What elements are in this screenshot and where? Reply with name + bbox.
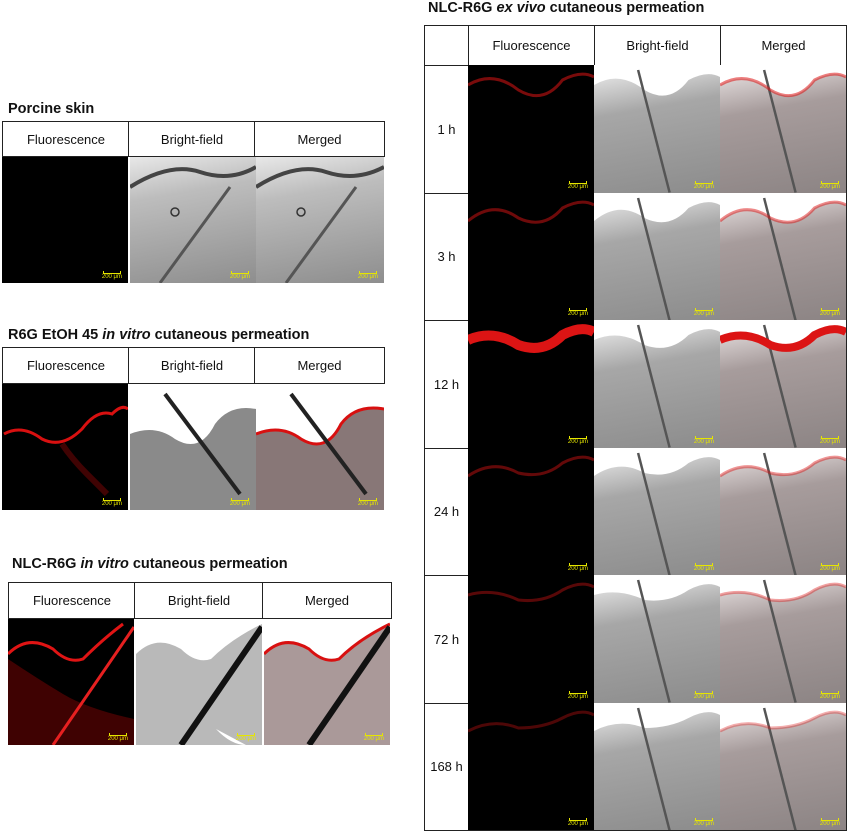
exvivo-merged-image: 200 μm xyxy=(720,575,846,703)
nlc-exvivo-title: NLC-R6G ex vivo cutaneous permeation xyxy=(428,0,704,16)
exvivo-merged-image: 200 μm xyxy=(720,65,846,193)
scale-bar: 200 μm xyxy=(102,498,122,507)
scale-bar: 200 μm xyxy=(820,691,840,700)
exvivo-merged-image: 200 μm xyxy=(720,448,846,576)
exvivo-merged-image: 200 μm xyxy=(720,703,846,831)
r6g-header-fluorescence: Fluorescence xyxy=(2,347,130,384)
exvivo-brightfield-image: 200 μm xyxy=(594,703,720,831)
r6g-brightfield-image: 200 μm xyxy=(130,384,256,510)
scale-bar: 200 μm xyxy=(102,271,122,280)
nlc-invitro-header-fluorescence: Fluorescence xyxy=(8,582,136,619)
r6g-header-brightfield: Bright-field xyxy=(128,347,256,384)
exvivo-fluorescence-image: 200 μm xyxy=(468,193,594,321)
scale-bar: 200 μm xyxy=(108,733,128,742)
r6g-etoh-title: R6G EtOH 45 in vitro cutaneous permeatio… xyxy=(8,327,309,343)
scale-bar: 200 μm xyxy=(694,181,714,190)
exvivo-row-label: 72 h xyxy=(424,575,469,704)
nlc-invitro-header-brightfield: Bright-field xyxy=(134,582,264,619)
nlc-invitro-header-merged: Merged xyxy=(262,582,392,619)
scale-bar: 200 μm xyxy=(694,691,714,700)
exvivo-brightfield-image: 200 μm xyxy=(594,575,720,703)
r6g-merged-image: 200 μm xyxy=(256,384,384,510)
scale-bar: 200 μm xyxy=(358,271,378,280)
porcine-header-brightfield: Bright-field xyxy=(128,121,256,157)
exvivo-row-label: 1 h xyxy=(424,65,469,194)
scale-bar: 200 μm xyxy=(820,563,840,572)
scale-bar: 200 μm xyxy=(568,691,588,700)
exvivo-row-label: 168 h xyxy=(424,703,469,831)
exvivo-brightfield-image: 200 μm xyxy=(594,448,720,576)
exvivo-fluorescence-image: 200 μm xyxy=(468,448,594,576)
scale-bar: 200 μm xyxy=(820,818,840,827)
exvivo-header-merged: Merged xyxy=(720,25,847,66)
exvivo-fluorescence-image: 200 μm xyxy=(468,703,594,831)
exvivo-row-label: 24 h xyxy=(424,448,469,577)
scale-bar: 200 μm xyxy=(230,271,250,280)
scale-bar: 200 μm xyxy=(358,498,378,507)
porcine-header-merged: Merged xyxy=(254,121,385,157)
porcine-header-fluorescence: Fluorescence xyxy=(2,121,130,157)
exvivo-fluorescence-image: 200 μm xyxy=(468,65,594,193)
exvivo-brightfield-image: 200 μm xyxy=(594,65,720,193)
scale-bar: 200 μm xyxy=(694,563,714,572)
r6g-header-merged: Merged xyxy=(254,347,385,384)
scale-bar: 200 μm xyxy=(568,563,588,572)
exvivo-brightfield-image: 200 μm xyxy=(594,193,720,321)
nlc-invitro-title: NLC-R6G in vitro cutaneous permeation xyxy=(12,556,288,572)
nlc-invitro-merged-image: 200 μm xyxy=(264,619,390,745)
exvivo-fluorescence-image: 200 μm xyxy=(468,320,594,448)
exvivo-row-label: 3 h xyxy=(424,193,469,322)
exvivo-header-corner xyxy=(424,25,469,66)
exvivo-fluorescence-image: 200 μm xyxy=(468,575,594,703)
scale-bar: 200 μm xyxy=(694,436,714,445)
porcine-brightfield-image: 200 μm xyxy=(130,157,256,283)
scale-bar: 200 μm xyxy=(820,181,840,190)
exvivo-brightfield-image: 200 μm xyxy=(594,320,720,448)
exvivo-merged-image: 200 μm xyxy=(720,320,846,448)
porcine-skin-title: Porcine skin xyxy=(8,101,94,117)
nlc-invitro-fluorescence-image: 200 μm xyxy=(8,619,134,745)
nlc-invitro-brightfield-image: 200 μm xyxy=(136,619,262,745)
exvivo-header-fluorescence: Fluorescence xyxy=(468,25,595,66)
porcine-fluorescence-image: 200 μm xyxy=(2,157,128,283)
scale-bar: 200 μm xyxy=(568,818,588,827)
scale-bar: 200 μm xyxy=(694,308,714,317)
scale-bar: 200 μm xyxy=(568,436,588,445)
scale-bar: 200 μm xyxy=(568,308,588,317)
exvivo-header-brightfield: Bright-field xyxy=(594,25,721,66)
scale-bar: 200 μm xyxy=(230,498,250,507)
r6g-fluorescence-image: 200 μm xyxy=(2,384,128,510)
exvivo-merged-image: 200 μm xyxy=(720,193,846,321)
porcine-merged-image: 200 μm xyxy=(256,157,384,283)
scale-bar: 200 μm xyxy=(364,733,384,742)
scale-bar: 200 μm xyxy=(820,436,840,445)
scale-bar: 200 μm xyxy=(820,308,840,317)
scale-bar: 200 μm xyxy=(236,733,256,742)
scale-bar: 200 μm xyxy=(568,181,588,190)
scale-bar: 200 μm xyxy=(694,818,714,827)
exvivo-row-label: 12 h xyxy=(424,320,469,449)
